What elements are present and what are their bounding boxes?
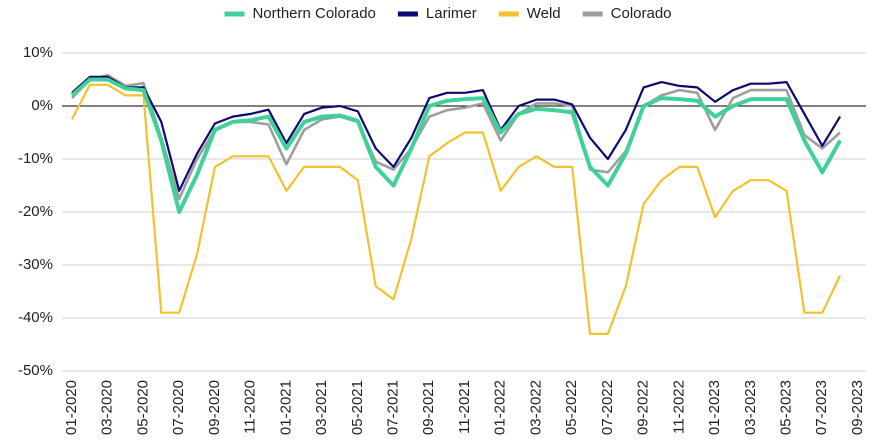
y-tick-label: -20% xyxy=(18,203,53,220)
x-tick-label: 11-2022 xyxy=(670,380,687,434)
x-tick-label: 11-2021 xyxy=(456,380,473,434)
x-tick-label: 09-2022 xyxy=(635,380,652,435)
x-tick-label: 03-2022 xyxy=(527,380,544,435)
x-tick-label: 09-2021 xyxy=(420,380,437,435)
x-tick-label: 07-2021 xyxy=(385,380,402,435)
y-tick-label: 0% xyxy=(31,97,53,114)
legend: Northern Colorado Larimer Weld Colorado xyxy=(224,5,672,22)
x-tick-label: 07-2020 xyxy=(170,380,187,435)
x-tick-label: 05-2022 xyxy=(563,380,580,435)
legend-item: Weld xyxy=(498,5,561,22)
x-tick-label: 09-2020 xyxy=(206,380,223,435)
x-tick-label: 05-2023 xyxy=(778,380,795,435)
series-line xyxy=(71,74,841,201)
legend-item: Colorado xyxy=(582,5,672,22)
series-line xyxy=(71,75,842,192)
y-tick-label: -30% xyxy=(18,256,53,273)
legend-label: Colorado xyxy=(611,5,672,22)
x-tick-label: 01-2021 xyxy=(277,380,294,435)
legend-label: Larimer xyxy=(426,5,477,22)
x-tick-label: 07-2022 xyxy=(599,380,616,435)
x-tick-label: 03-2020 xyxy=(99,380,116,435)
y-tick-label: 10% xyxy=(23,44,53,61)
legend-item: Larimer xyxy=(397,5,477,22)
x-tick-label: 03-2023 xyxy=(742,380,759,435)
x-tick-label: 09-2023 xyxy=(849,380,866,435)
series-line xyxy=(70,77,842,214)
legend-label: Northern Colorado xyxy=(252,5,375,22)
x-tick-label: 01-2020 xyxy=(63,380,80,435)
x-tick-label: 11-2020 xyxy=(242,380,259,434)
y-tick-label: -10% xyxy=(18,150,53,167)
legend-label: Weld xyxy=(527,5,561,22)
y-tick-label: -50% xyxy=(18,362,53,379)
legend-item: Northern Colorado xyxy=(224,5,376,22)
y-tick-label: -40% xyxy=(18,309,53,326)
x-tick-label: 01-2022 xyxy=(492,380,509,435)
x-tick-label: 03-2021 xyxy=(313,380,330,435)
x-tick-label: 07-2023 xyxy=(813,380,830,435)
x-tick-label: 05-2020 xyxy=(134,380,151,435)
x-tick-label: 01-2023 xyxy=(706,380,723,435)
series-line xyxy=(71,83,842,335)
x-tick-label: 05-2021 xyxy=(349,380,366,435)
